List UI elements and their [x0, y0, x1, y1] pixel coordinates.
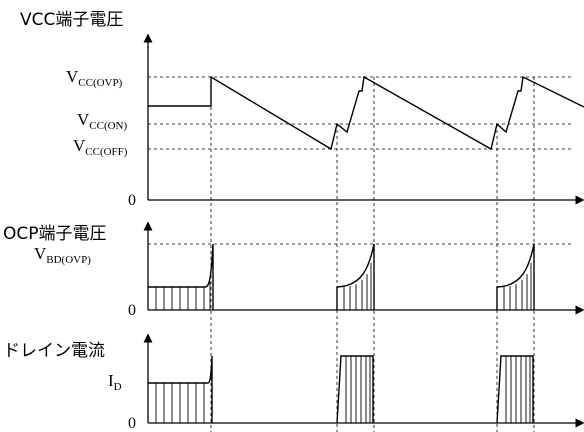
ocp-bd-label: VBD(OVP) — [34, 244, 91, 266]
ocp-zero-label: 0 — [128, 302, 136, 319]
ocp-panel-title: OCP端子電圧 — [3, 224, 107, 244]
ocp-burst-2 — [336, 243, 375, 310]
vcc-panel-title: VCC端子電圧 — [20, 10, 123, 30]
vcc-panel: VCC端子電圧 VCC(OVP) VCC(ON) VCC(OFF) 0 — [20, 10, 584, 209]
drain-burst-1 — [148, 355, 213, 423]
drain-panel: ドレイン電流 ID 0 — [3, 333, 584, 432]
vcc-off-label: VCC(OFF) — [73, 136, 128, 158]
drain-burst-3 — [496, 355, 534, 424]
vcc-waveform — [148, 75, 584, 151]
vcc-on-label: VCC(ON) — [77, 110, 128, 132]
drain-burst-2 — [336, 355, 374, 424]
ocp-panel: OCP端子電圧 VBD(OVP) 0 — [3, 221, 584, 319]
ocp-burst-3 — [496, 243, 535, 310]
vcc-zero-label: 0 — [128, 192, 136, 209]
drain-id-label: ID — [108, 371, 122, 393]
ocp-burst-1 — [148, 243, 214, 310]
timing-guides — [210, 77, 535, 432]
drain-panel-title: ドレイン電流 — [3, 341, 105, 361]
vcc-ovp-label: VCC(OVP) — [66, 67, 123, 89]
drain-zero-label: 0 — [128, 415, 136, 432]
